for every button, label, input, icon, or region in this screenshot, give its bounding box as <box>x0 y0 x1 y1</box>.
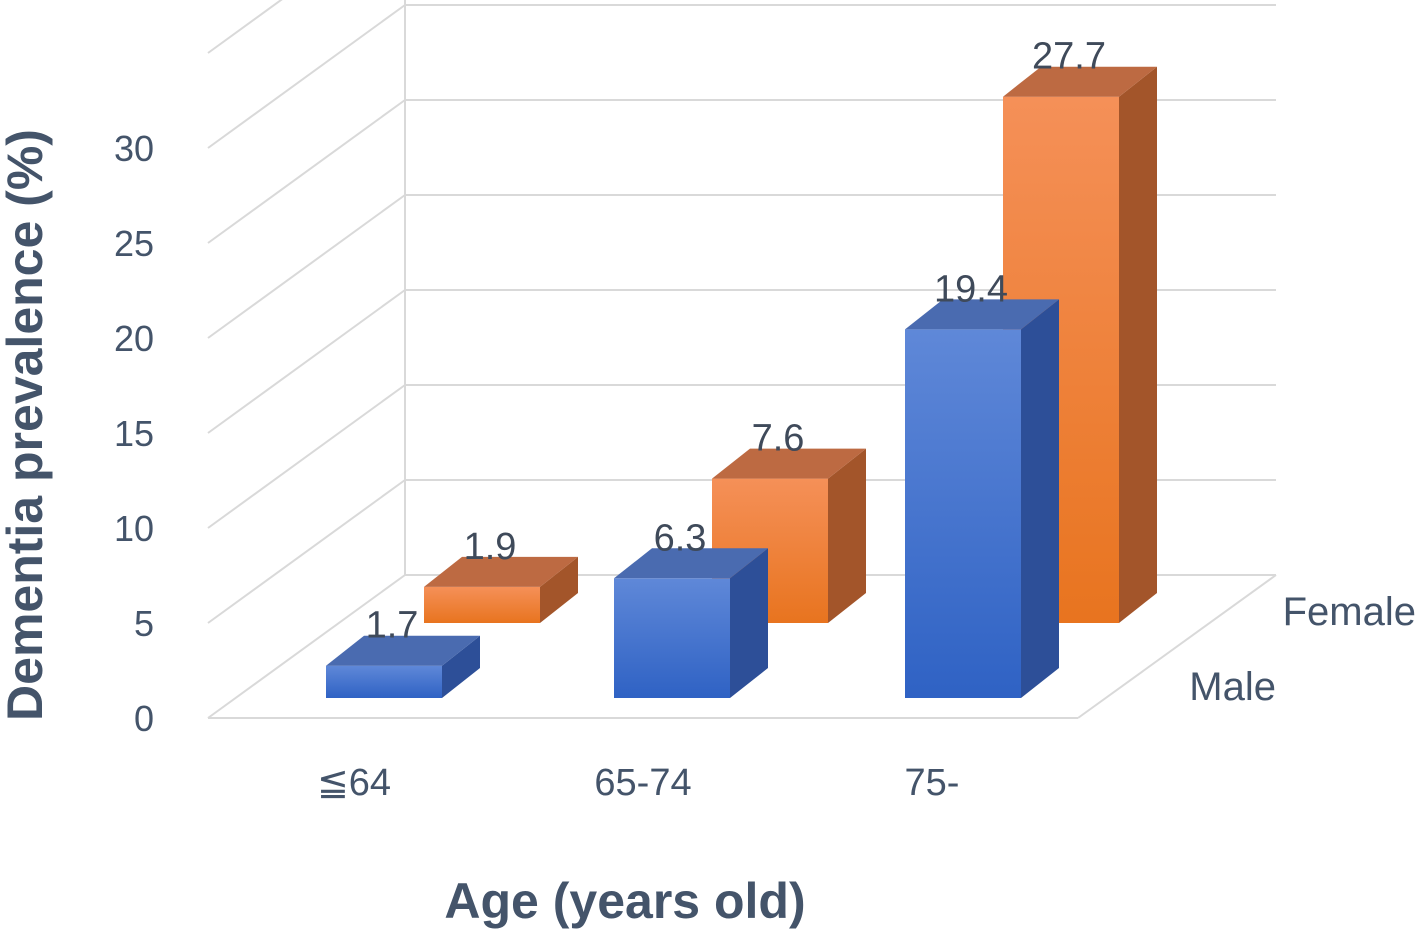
gridline-side <box>207 289 406 434</box>
bar-side <box>828 448 866 623</box>
series-label-female: Female <box>1283 590 1416 634</box>
y-tick-label: 10 <box>114 508 154 549</box>
y-axis-ticks: 0 5 10 15 20 25 30 <box>114 128 154 739</box>
bar-male <box>614 548 768 698</box>
bar-top <box>712 448 866 479</box>
data-label: 1.7 <box>366 605 419 647</box>
gridline-side <box>207 0 283 54</box>
series-label-male: Male <box>1189 665 1276 709</box>
bar-top <box>905 299 1059 330</box>
bar-front <box>905 329 1021 698</box>
x-axis-title: Age (years old) <box>444 873 805 929</box>
bar-side <box>730 548 768 698</box>
bar-top <box>614 548 768 579</box>
y-tick-label: 5 <box>134 603 154 644</box>
y-tick-label: 15 <box>114 413 154 454</box>
data-label: 19.4 <box>934 268 1008 310</box>
bar-female <box>424 556 578 623</box>
gridline-side <box>207 4 406 149</box>
gridline-side <box>207 479 406 624</box>
bar-front <box>614 578 730 698</box>
bar-side <box>1021 299 1059 698</box>
bar-front <box>424 586 540 623</box>
bar-side <box>1119 66 1157 623</box>
y-tick-label: 30 <box>114 128 154 169</box>
bar-male <box>326 635 480 698</box>
gridline-side <box>207 574 406 719</box>
bar-side <box>442 635 480 698</box>
data-label: 1.9 <box>464 526 517 568</box>
floor-right-edge <box>1077 574 1277 719</box>
y-axis-title: Dementia prevalence (%) <box>0 129 53 721</box>
x-category-label: 75- <box>905 762 960 804</box>
bar-female <box>1003 66 1157 623</box>
y-tick-label: 0 <box>134 698 154 739</box>
y-tick-label: 20 <box>114 318 154 359</box>
data-label: 27.7 <box>1032 36 1106 78</box>
gridline-side <box>207 384 406 529</box>
data-label: 7.6 <box>752 418 805 460</box>
gridline-side <box>207 99 406 244</box>
bar-top <box>1003 66 1157 97</box>
bar-top <box>424 556 578 587</box>
bar-male <box>905 299 1059 698</box>
bars <box>326 66 1157 698</box>
bar-front <box>326 665 442 698</box>
bar-side <box>540 556 578 623</box>
y-tick-label: 25 <box>114 223 154 264</box>
data-label: 6.3 <box>654 517 707 559</box>
x-category-label: ≦64 <box>317 762 391 804</box>
x-axis-categories: ≦64 65-74 75- <box>317 762 960 804</box>
x-category-label: 65-74 <box>594 762 691 804</box>
gridline-side <box>207 194 406 339</box>
bar-top <box>326 635 480 666</box>
data-labels: 1.9 7.6 27.7 1.7 6.3 19.4 <box>366 36 1106 647</box>
